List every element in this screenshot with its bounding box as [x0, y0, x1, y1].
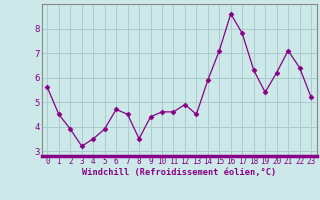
X-axis label: Windchill (Refroidissement éolien,°C): Windchill (Refroidissement éolien,°C) [82, 168, 276, 177]
